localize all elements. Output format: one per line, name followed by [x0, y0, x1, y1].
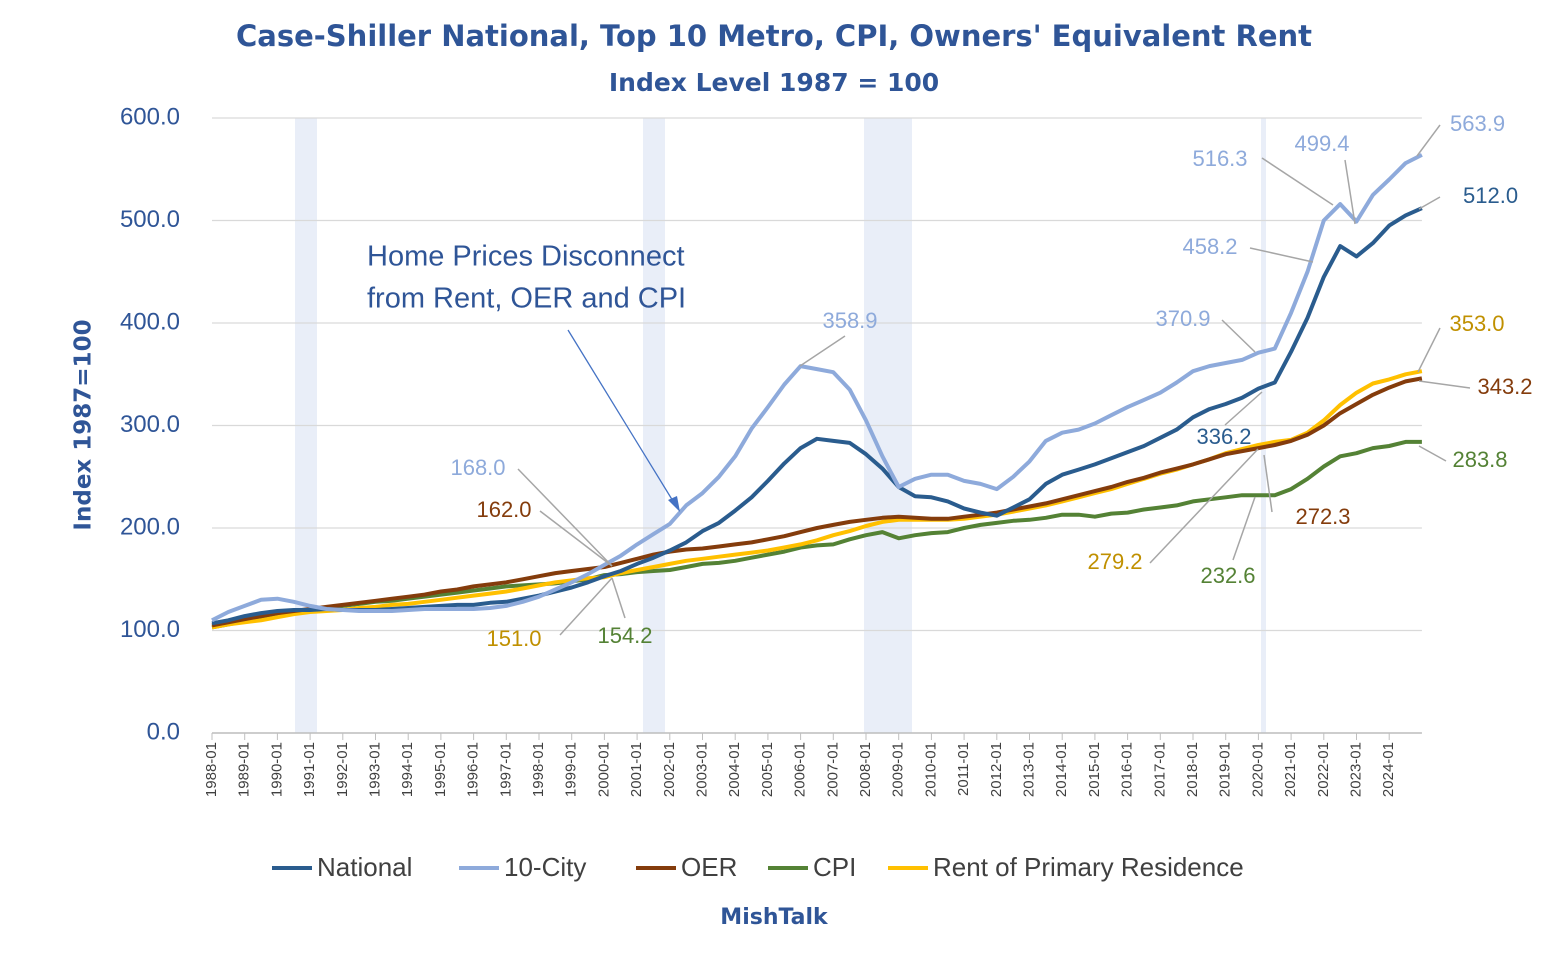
x-tick-label: 2004-01 — [726, 742, 743, 797]
chart-subtitle: Index Level 1987 = 100 — [609, 68, 939, 97]
legend-label: 10-City — [504, 852, 586, 882]
note: from Rent, OER and CPI — [367, 283, 686, 315]
x-tick-label: 1990-01 — [268, 742, 285, 797]
annotation-leader — [559, 577, 613, 636]
y-axis-label: Index 1987=100 — [71, 319, 97, 530]
legend-label: National — [317, 852, 412, 882]
x-tick-label: 2005-01 — [759, 742, 776, 797]
annotation-leader — [1261, 157, 1334, 206]
annotation-leader — [1249, 247, 1314, 263]
annotation: 151.0 — [486, 626, 541, 651]
x-tick-label: 2024-01 — [1380, 742, 1397, 797]
x-tick-label: 1994-01 — [399, 742, 416, 797]
annotation-leader — [1417, 327, 1441, 373]
chart-title: Case-Shiller National, Top 10 Metro, CPI… — [236, 19, 1312, 53]
annotation-leader — [1418, 380, 1471, 389]
x-tick-label: 1999-01 — [563, 742, 580, 797]
annotation: 168.0 — [450, 455, 505, 480]
annotation-leader — [1221, 319, 1256, 353]
x-tick-label: 2021-01 — [1282, 742, 1299, 797]
annotation: 162.0 — [476, 497, 531, 522]
annotation-leader — [1224, 391, 1263, 426]
x-tick-label: 2012-01 — [988, 742, 1005, 797]
x-tick-label: 2009-01 — [890, 742, 907, 797]
x-tick-label: 2017-01 — [1151, 742, 1168, 797]
note-arrowhead — [668, 496, 680, 512]
annotation-leader — [517, 468, 613, 567]
annotation-leader — [1418, 196, 1441, 210]
x-tick-label: 2018-01 — [1184, 742, 1201, 797]
annotation-leader — [1344, 159, 1356, 225]
y-tick-label: 600.0 — [120, 103, 180, 130]
annotation: 283.8 — [1452, 447, 1507, 472]
y-tick-label: 100.0 — [120, 616, 180, 643]
x-tick-label: 2008-01 — [857, 742, 874, 797]
series-line — [211, 153, 1423, 623]
y-tick-label: 400.0 — [120, 308, 180, 335]
x-tick-label: 1991-01 — [301, 742, 318, 797]
annotation: 370.9 — [1155, 306, 1210, 331]
x-tick-label: 2007-01 — [824, 742, 841, 797]
y-tick-label: 500.0 — [120, 206, 180, 233]
x-tick-label: 2020-01 — [1249, 742, 1266, 797]
x-tick-label: 1997-01 — [497, 742, 514, 797]
x-tick-label: 1988-01 — [203, 742, 220, 797]
x-tick-label: 2016-01 — [1119, 742, 1136, 797]
series-line — [211, 206, 1423, 626]
series-line — [211, 376, 1423, 628]
legend-label: Rent of Primary Residence — [933, 852, 1244, 882]
annotation: 279.2 — [1087, 549, 1142, 574]
legend-label: OER — [681, 852, 737, 882]
annotation: 516.3 — [1192, 146, 1247, 171]
annotation-leader — [799, 335, 846, 367]
note-arrow — [567, 329, 677, 507]
x-tick-label: 2013-01 — [1020, 742, 1037, 797]
x-tick-label: 2022-01 — [1315, 742, 1332, 797]
x-tick-label: 2019-01 — [1217, 742, 1234, 797]
annotation: 499.4 — [1294, 131, 1349, 156]
x-tick-label: 1992-01 — [334, 742, 351, 797]
annotation: 343.2 — [1477, 374, 1532, 399]
series-line — [211, 439, 1422, 630]
x-tick-label: 2010-01 — [922, 742, 939, 797]
x-tick-label: 2002-01 — [661, 742, 678, 797]
y-tick-label: 300.0 — [120, 411, 180, 438]
x-tick-label: 1989-01 — [236, 742, 253, 797]
y-tick-label: 200.0 — [120, 513, 180, 540]
x-tick-label: 1998-01 — [530, 742, 547, 797]
annotation: 563.9 — [1450, 111, 1505, 136]
x-tick-label: 2014-01 — [1053, 742, 1070, 797]
annotation-leader — [1263, 454, 1273, 513]
x-tick-label: 2015-01 — [1086, 742, 1103, 797]
annotation-leader — [1418, 445, 1447, 462]
series-line — [211, 369, 1423, 630]
annotation-leader — [1232, 496, 1256, 561]
annotation-leader — [1149, 448, 1259, 564]
annotation: 353.0 — [1449, 311, 1504, 336]
x-tick-label: 2000-01 — [595, 742, 612, 797]
annotation: 336.2 — [1196, 424, 1251, 449]
x-tick-label: 1996-01 — [465, 742, 482, 797]
y-tick-label: 0.0 — [147, 718, 180, 745]
x-tick-label: 2001-01 — [628, 742, 645, 797]
x-tick-label: 2023-01 — [1347, 742, 1364, 797]
annotation-leader — [539, 510, 613, 567]
annotation: 272.3 — [1295, 504, 1350, 529]
annotation: 154.2 — [597, 623, 652, 648]
annotation: 512.0 — [1463, 183, 1518, 208]
annotation-leader — [611, 577, 626, 619]
source: MishTalk — [720, 905, 829, 930]
x-tick-label: 1993-01 — [366, 742, 383, 797]
x-tick-label: 1995-01 — [432, 742, 449, 797]
note: Home Prices Disconnect — [367, 241, 685, 273]
annotation: 232.6 — [1200, 563, 1255, 588]
x-tick-label: 2011-01 — [955, 742, 972, 796]
annotation-leader — [1416, 124, 1441, 157]
x-tick-label: 2006-01 — [792, 742, 809, 797]
legend-label: CPI — [813, 852, 856, 882]
x-tick-label: 2003-01 — [693, 742, 710, 797]
annotation: 458.2 — [1182, 234, 1237, 259]
annotation: 358.9 — [822, 308, 877, 333]
